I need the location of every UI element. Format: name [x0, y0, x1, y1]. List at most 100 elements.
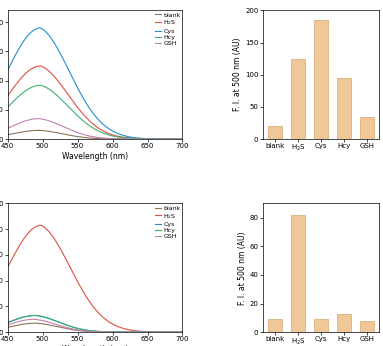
- blank: [36, 128, 41, 133]
- Hcy: [36, 83, 41, 88]
- GSH: [180, 330, 185, 334]
- Cys: [38, 26, 43, 30]
- GSH: [109, 137, 113, 141]
- Cys: [109, 128, 113, 132]
- blank: [109, 330, 113, 334]
- blank: [137, 137, 142, 141]
- Bar: [291, 58, 305, 139]
- blank: [123, 137, 127, 141]
- Cys: [137, 330, 142, 334]
- GSH: [51, 120, 55, 124]
- Hcy: [109, 134, 113, 138]
- Bar: [360, 321, 374, 332]
- Hcy: [109, 330, 113, 334]
- Y-axis label: F. I. at 500 nm (AU): F. I. at 500 nm (AU): [233, 38, 242, 111]
- Cys: [180, 330, 185, 334]
- GSH: [5, 323, 10, 327]
- blank: [37, 128, 41, 133]
- Hcy: [5, 105, 10, 109]
- Hcy: [33, 313, 38, 318]
- blank: [5, 325, 10, 329]
- Hcy: [137, 137, 142, 141]
- Hcy: [85, 328, 89, 332]
- Cys: [5, 320, 10, 325]
- Line: Cys: Cys: [8, 28, 182, 139]
- H$_2$S: [137, 137, 142, 141]
- blank: [123, 330, 127, 334]
- Cys: [137, 136, 142, 140]
- Cys: [85, 102, 89, 107]
- X-axis label: Wavelength (nm): Wavelength (nm): [62, 345, 128, 346]
- blank: [85, 136, 89, 140]
- Hcy: [38, 83, 43, 87]
- H$_2$S: [85, 116, 89, 120]
- blank: [85, 329, 89, 334]
- blank: [180, 330, 185, 334]
- Bar: [268, 126, 282, 139]
- H$_2$S: [180, 330, 185, 334]
- Bar: [337, 313, 351, 332]
- blank: [51, 130, 55, 134]
- Hcy: [5, 320, 10, 325]
- X-axis label: Wavelength (nm): Wavelength (nm): [62, 152, 128, 161]
- Cys: [123, 330, 127, 334]
- GSH: [123, 137, 127, 141]
- blank: [51, 324, 55, 328]
- Bar: [314, 20, 328, 139]
- GSH: [32, 317, 36, 321]
- H$_2$S: [51, 73, 55, 77]
- Line: Hcy: Hcy: [8, 85, 182, 139]
- H$_2$S: [137, 329, 142, 333]
- GSH: [109, 330, 113, 334]
- Cys: [51, 39, 55, 43]
- Cys: [33, 313, 38, 318]
- blank: [5, 133, 10, 137]
- Hcy: [180, 137, 185, 141]
- blank: [180, 137, 185, 141]
- Cys: [36, 26, 41, 30]
- GSH: [137, 137, 142, 141]
- H$_2$S: [109, 132, 113, 136]
- GSH: [137, 330, 142, 334]
- Cys: [109, 330, 113, 334]
- Hcy: [85, 122, 89, 126]
- GSH: [85, 133, 89, 137]
- Cys: [180, 137, 185, 141]
- Cys: [51, 318, 55, 322]
- blank: [109, 137, 113, 141]
- H$_2$S: [109, 321, 113, 325]
- Line: H$_2$S: H$_2$S: [8, 225, 182, 332]
- H$_2$S: [5, 94, 10, 98]
- Line: blank: blank: [8, 130, 182, 139]
- H$_2$S: [39, 223, 44, 227]
- H$_2$S: [5, 265, 10, 270]
- Legend: blank, H$_2$S, Cys, Hcy, GSH: blank, H$_2$S, Cys, Hcy, GSH: [154, 205, 181, 240]
- GSH: [51, 321, 55, 326]
- Cys: [123, 134, 127, 138]
- Cys: [37, 314, 41, 318]
- Bar: [314, 319, 328, 332]
- H$_2$S: [123, 327, 127, 331]
- blank: [33, 321, 38, 325]
- Bar: [360, 117, 374, 139]
- Legend: blank, H$_2$S, Cys, Hcy, GSH: blank, H$_2$S, Cys, Hcy, GSH: [154, 12, 181, 47]
- H$_2$S: [85, 296, 89, 300]
- GSH: [180, 137, 185, 141]
- H$_2$S: [36, 224, 41, 228]
- Hcy: [123, 136, 127, 140]
- Line: blank: blank: [8, 323, 182, 332]
- Line: GSH: GSH: [8, 119, 182, 139]
- Line: GSH: GSH: [8, 319, 182, 332]
- GSH: [85, 329, 89, 333]
- blank: [137, 330, 142, 334]
- GSH: [37, 318, 41, 322]
- Y-axis label: F. I. at 500 nm (AU): F. I. at 500 nm (AU): [238, 231, 247, 304]
- GSH: [123, 330, 127, 334]
- Hcy: [37, 314, 41, 318]
- blank: [37, 321, 41, 326]
- Cys: [5, 68, 10, 72]
- Hcy: [51, 90, 55, 94]
- H$_2$S: [180, 137, 185, 141]
- Bar: [337, 78, 351, 139]
- GSH: [37, 117, 41, 121]
